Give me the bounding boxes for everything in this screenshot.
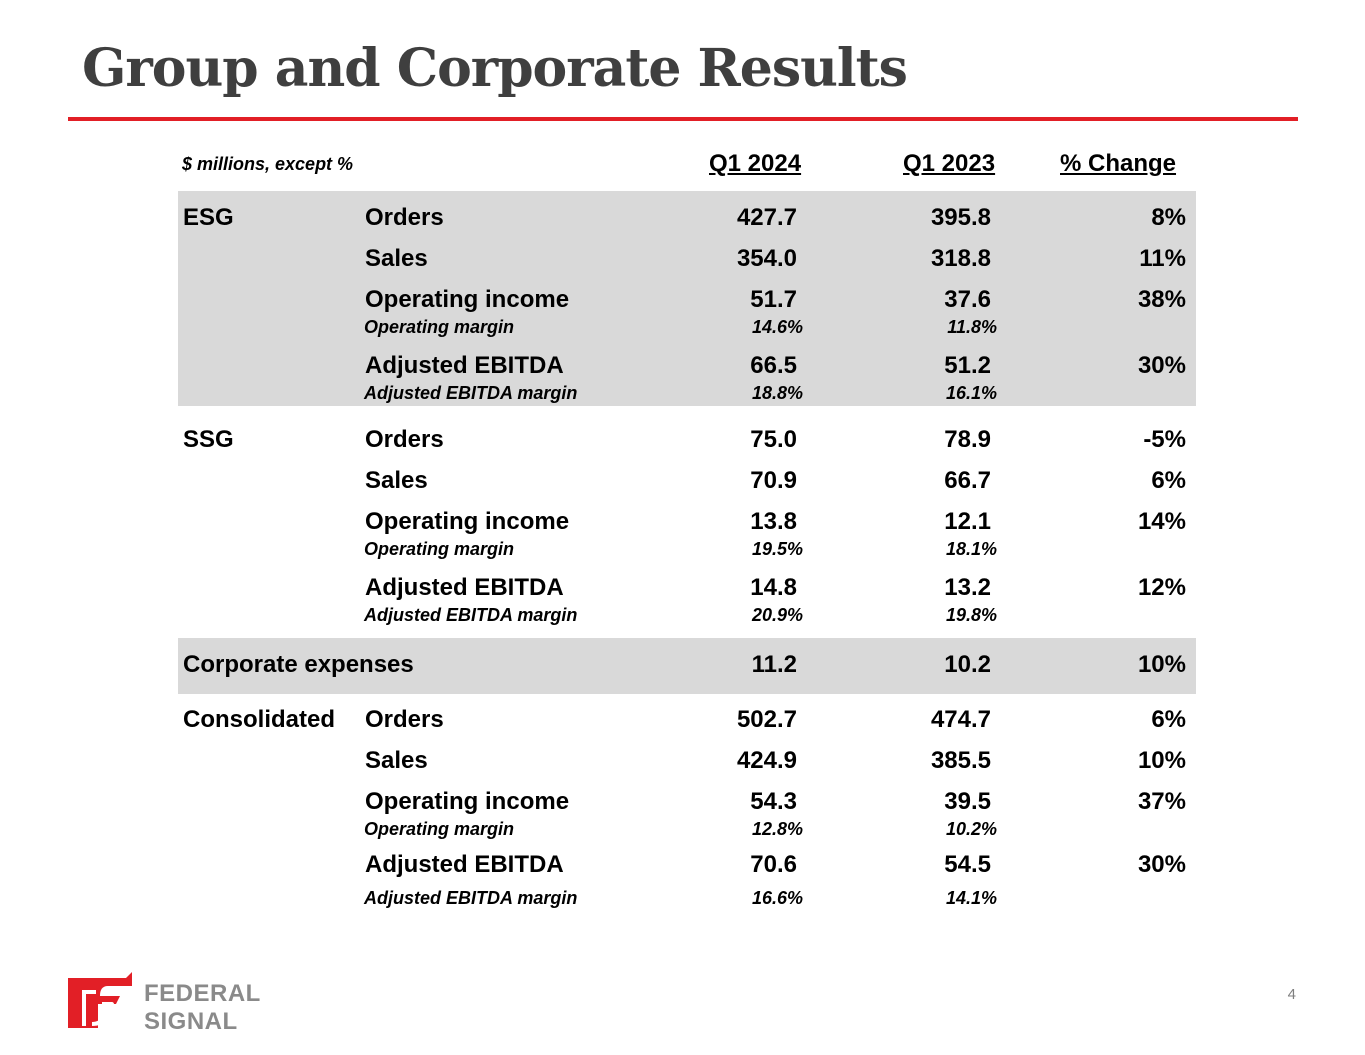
value-q1-2024: 14.8 [750,574,797,601]
value-change: 38% [1137,286,1186,313]
row-sublabel: Adjusted EBITDA margin [364,383,578,403]
logo-wordmark: FEDERAL SIGNAL [144,980,261,1035]
row-sublabel: Operating margin [364,539,515,559]
row-label: Adjusted EBITDA [365,352,564,379]
value-q1-2023: 474.7 [930,706,991,733]
value-q1-2023: 385.5 [930,747,991,774]
row-sublabel: Operating margin [364,317,515,337]
value-q1-2023: 14.1% [945,888,997,908]
row-label: Sales [365,245,428,272]
value-q1-2023: 10.2 [944,651,991,678]
value-change: 30% [1137,851,1186,878]
value-q1-2023: 16.1% [945,383,997,403]
value-change: -5% [1143,426,1186,453]
value-change: 10% [1137,747,1186,774]
row-label: Corporate expenses [183,651,414,678]
row-label: Operating income [365,788,570,815]
value-q1-2024: 18.8% [751,383,803,403]
value-change: 30% [1137,352,1186,379]
value-q1-2024: 13.8 [750,508,797,535]
value-q1-2023: 19.8% [945,605,997,625]
value-q1-2023: 13.2 [944,574,991,601]
row-label: Operating income [365,286,570,313]
value-q1-2023: 10.2% [945,819,997,839]
row-label: Operating income [365,508,570,535]
value-q1-2023: 78.9 [944,426,991,453]
value-q1-2023: 37.6 [944,286,991,313]
value-q1-2024: 424.9 [736,747,797,774]
value-q1-2024: 502.7 [736,706,797,733]
row-label: Sales [365,467,428,494]
row-sublabel: Operating margin [364,819,515,839]
value-q1-2023: 66.7 [944,467,991,494]
segment-label: Consolidated [183,706,336,733]
value-q1-2024: 19.5% [751,539,803,559]
value-change: 6% [1151,706,1186,733]
value-q1-2024: 54.3 [750,788,797,815]
value-change: 6% [1151,467,1186,494]
esg-band [178,191,1196,406]
value-q1-2024: 70.6 [750,851,797,878]
value-change: 37% [1137,788,1186,815]
row-sublabel: Adjusted EBITDA margin [364,605,578,625]
row-label: Sales [365,747,428,774]
value-q1-2024: 16.6% [751,888,803,908]
value-q1-2023: 318.8 [930,245,991,272]
row-label: Orders [365,706,444,733]
corporate-band [178,638,1196,694]
page-number: 4 [1287,986,1296,1003]
value-change: 12% [1137,574,1186,601]
value-q1-2023: 39.5 [944,788,991,815]
value-q1-2023: 12.1 [944,508,991,535]
value-q1-2024: 70.9 [750,467,797,494]
value-q1-2024: 427.7 [736,204,797,231]
row-sublabel: Adjusted EBITDA margin [364,888,578,908]
value-change: 11% [1139,245,1186,272]
column-header-q1-2024: Q1 2024 [709,150,802,177]
title-rule [68,117,1298,121]
row-label: Adjusted EBITDA [365,851,564,878]
column-header-change: % Change [1060,150,1177,177]
value-q1-2024: 75.0 [750,426,797,453]
column-header-q1-2023: Q1 2023 [903,150,996,177]
value-change: 10% [1137,651,1186,678]
row-label: Adjusted EBITDA [365,574,564,601]
segment-label: SSG [183,426,234,453]
value-q1-2023: 54.5 [944,851,991,878]
value-change: 14% [1137,508,1186,535]
value-q1-2024: 11.2 [751,651,797,678]
units-note: $ millions, except % [182,154,354,174]
value-q1-2023: 11.8% [947,317,997,337]
value-q1-2024: 12.8% [751,819,803,839]
row-label: Orders [365,426,444,453]
value-q1-2024: 14.6% [751,317,803,337]
value-change: 8% [1151,204,1186,231]
value-q1-2023: 51.2 [944,352,991,379]
federal-signal-logo: FEDERAL SIGNAL [68,972,353,1035]
federal-signal-mark-icon [68,972,132,1028]
value-q1-2023: 395.8 [930,204,991,231]
value-q1-2024: 20.9% [751,605,803,625]
value-q1-2024: 51.7 [750,286,797,313]
value-q1-2023: 18.1% [945,539,997,559]
value-q1-2024: 66.5 [750,352,797,379]
value-q1-2024: 354.0 [736,245,797,272]
page-title: Group and Corporate Results [82,38,908,99]
segment-label: ESG [183,204,234,231]
row-label: Orders [365,204,444,231]
